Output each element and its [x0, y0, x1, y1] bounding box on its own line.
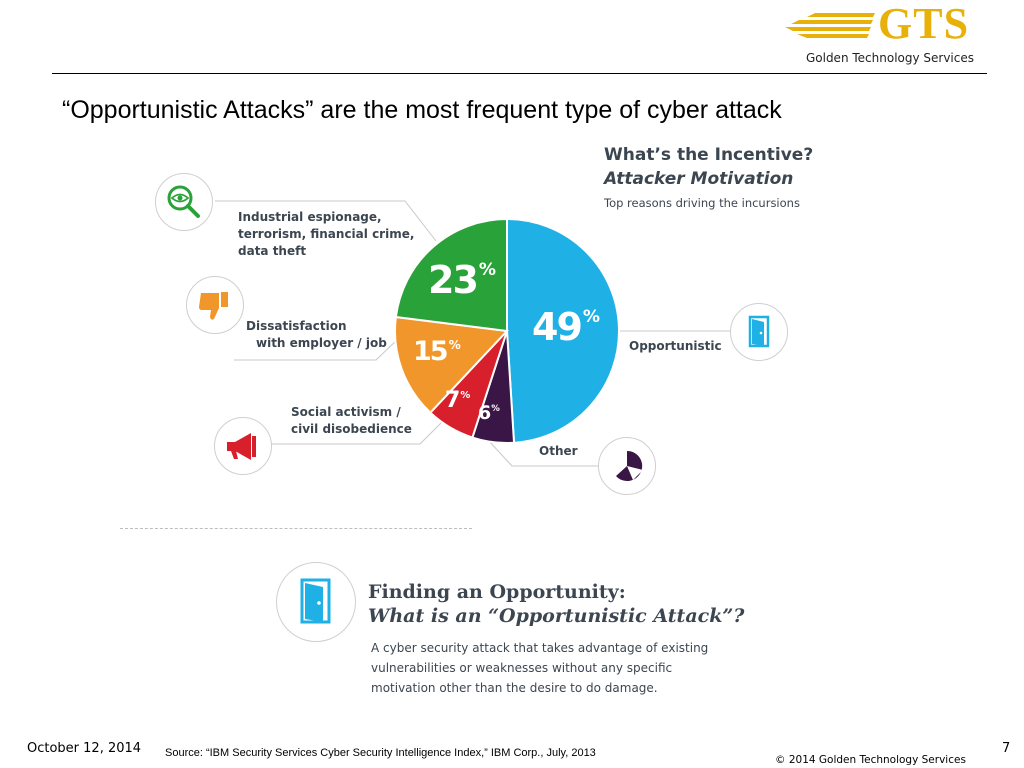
megaphone-icon [214, 417, 272, 475]
page-number: 7 [1002, 741, 1011, 756]
label-dissatisfaction: Dissatisfaction with employer / job [246, 319, 387, 350]
finding-subheading: What is an “Opportunistic Attack”? [368, 605, 745, 627]
door-icon-large [276, 562, 356, 642]
pct-label-opportunistic: 49% [532, 305, 601, 349]
chart-caption: Top reasons driving the incursions [604, 196, 800, 210]
footer-source: Source: “IBM Security Services Cyber Sec… [165, 747, 596, 759]
label-industrial: Industrial espionage, terrorism, financia… [238, 210, 415, 258]
company-name: Golden Technology Services [805, 51, 974, 65]
pie-chart-icon [598, 437, 656, 495]
pie-slice-industrial [394, 217, 508, 333]
leader-line-dissatisfaction [234, 337, 400, 361]
label-opportunistic: Opportunistic [629, 339, 722, 353]
label-social: Social activism / civil disobedience [291, 405, 412, 436]
pct-label-other: 6% [478, 402, 500, 424]
pct-label-social: 7% [445, 388, 471, 413]
pie-slice-dissatisfaction [394, 315, 510, 415]
slide-title: “Opportunistic Attacks” are the most fre… [62, 96, 782, 124]
pie-slices [394, 217, 620, 444]
door-icon [730, 303, 788, 361]
label-other: Other [539, 444, 578, 458]
leader-lines [215, 200, 732, 467]
leader-line-social [264, 419, 445, 445]
thumbs-down-icon [186, 276, 244, 334]
header-divider [52, 73, 987, 74]
pct-label-industrial: 23% [428, 258, 497, 302]
chart-subtitle: Attacker Motivation [604, 169, 794, 189]
magnifier-eye-icon [155, 173, 213, 231]
footer-date: October 12, 2014 [27, 741, 142, 756]
logo-speed-lines [785, 13, 875, 38]
section-divider [120, 528, 472, 529]
pct-label-dissatisfaction: 15% [413, 336, 461, 367]
finding-definition: A cyber security attack that takes advan… [371, 641, 709, 695]
finding-heading: Finding an Opportunity: [368, 581, 626, 603]
chart-title: What’s the Incentive? [604, 145, 814, 165]
footer-copyright: © 2014 Golden Technology Services [775, 754, 966, 766]
leader-line-industrial [215, 200, 437, 242]
company-logo: GTS [878, 0, 970, 48]
leader-line-other [487, 439, 604, 467]
pie-slice-opportunistic [506, 217, 620, 444]
